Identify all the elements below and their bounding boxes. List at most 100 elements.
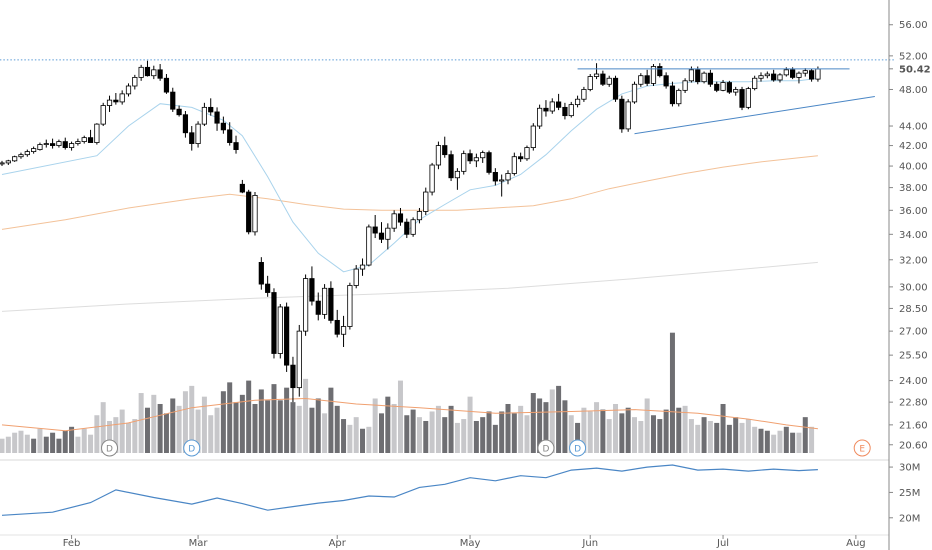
candle	[461, 150, 467, 175]
candle	[353, 265, 359, 289]
event-marker-label: D	[106, 445, 113, 455]
candle	[650, 64, 657, 86]
candle	[518, 152, 524, 162]
candle-body	[480, 152, 486, 159]
candle-body	[31, 148, 37, 153]
candle-body	[473, 157, 479, 162]
volume-bar	[56, 438, 62, 453]
event-marker-label: E	[859, 445, 865, 455]
candle-body	[695, 69, 701, 83]
candle	[315, 292, 321, 321]
candle-body	[448, 154, 454, 179]
candle	[454, 168, 461, 190]
volume-bar	[347, 424, 353, 453]
candle	[302, 274, 309, 336]
candle-body	[461, 153, 467, 172]
candle	[290, 356, 296, 403]
candle	[796, 71, 802, 84]
volume-bar	[758, 428, 764, 453]
candle-body	[581, 89, 587, 100]
volume-bar	[492, 424, 498, 453]
volume-ma-line	[1, 397, 818, 432]
candle-body	[714, 83, 720, 91]
price-tick-label: 30.00	[899, 282, 928, 293]
volume-bar	[31, 438, 37, 453]
volume-bar	[189, 385, 195, 453]
candle-body	[644, 75, 650, 84]
candle-body	[163, 77, 170, 93]
candle-body	[467, 153, 473, 162]
price-tick-label: 42.00	[899, 141, 928, 152]
volume-bar	[530, 393, 536, 453]
price-tick-label: 44.00	[899, 122, 928, 133]
candle-body	[220, 122, 226, 131]
volume-bar	[663, 409, 669, 453]
event-marker-circle	[853, 439, 871, 457]
candle	[505, 170, 511, 185]
candle-body	[18, 154, 24, 158]
candle-body	[771, 73, 777, 81]
candle-body	[385, 227, 391, 240]
candle-body	[701, 72, 707, 83]
volume-bar	[796, 432, 802, 453]
volume-bar	[809, 426, 815, 453]
candle-body	[511, 156, 517, 174]
candle-body	[119, 93, 125, 103]
volume-bar	[397, 380, 403, 453]
volume-bar	[549, 389, 555, 453]
candle	[144, 60, 151, 77]
candle-body	[650, 66, 657, 84]
candle-body	[492, 172, 498, 182]
volume-bar	[18, 430, 24, 453]
price-tick-label: 32.00	[899, 255, 928, 266]
candle	[600, 70, 606, 86]
candle	[359, 258, 366, 276]
candle	[75, 138, 81, 146]
volume-bar	[69, 426, 75, 453]
price-candles	[0, 60, 821, 403]
candle-body	[783, 69, 789, 76]
candle	[435, 141, 442, 170]
candle	[473, 153, 479, 168]
candle	[189, 126, 195, 151]
volume-bar	[107, 420, 113, 453]
volume-bar	[695, 424, 701, 453]
candle-body	[176, 108, 182, 116]
price-tick-label: 25.50	[899, 351, 928, 362]
candle	[227, 122, 233, 146]
candle	[663, 72, 669, 89]
candle-body	[328, 287, 334, 321]
trendlines	[0, 59, 894, 135]
candle	[733, 86, 739, 96]
volume-bar	[442, 417, 448, 453]
candle	[309, 266, 315, 306]
volume-bar	[720, 403, 726, 453]
candle	[511, 152, 517, 176]
volume-bar	[233, 402, 239, 453]
price-tick-label: 52.00	[899, 51, 928, 62]
volume-bar	[360, 428, 366, 453]
candle-body	[302, 278, 309, 332]
volume-bar	[119, 409, 125, 453]
candle-body	[802, 70, 808, 74]
candle-body	[574, 98, 581, 106]
candle	[416, 207, 423, 224]
candle-body	[81, 137, 87, 142]
volume-bar	[625, 407, 631, 453]
candle	[321, 284, 328, 319]
volume-bar	[144, 407, 150, 453]
candle	[62, 137, 68, 150]
event-marker-circle	[101, 439, 119, 457]
candle-body	[151, 69, 157, 77]
candle-body	[340, 326, 347, 335]
volume-bar	[328, 387, 334, 453]
volume-bar	[132, 419, 138, 453]
volume-bar	[435, 405, 441, 453]
indicator-tick-label: 25M	[899, 488, 920, 499]
candle	[157, 64, 163, 81]
candle	[391, 210, 397, 232]
candle-body	[258, 262, 264, 285]
